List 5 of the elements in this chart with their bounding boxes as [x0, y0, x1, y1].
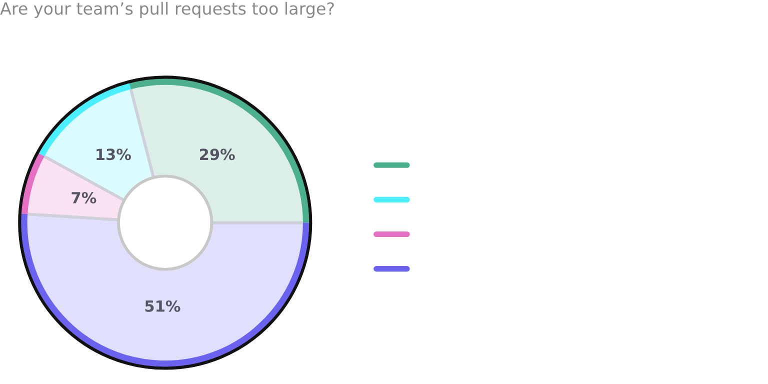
data-label: 29%	[200, 148, 235, 160]
data-label: 13%	[96, 148, 131, 160]
data-label: 51%	[145, 300, 180, 312]
data-label: 7%	[72, 192, 96, 204]
chart-title: Are your team’s pull requests too large?	[0, 2, 334, 18]
